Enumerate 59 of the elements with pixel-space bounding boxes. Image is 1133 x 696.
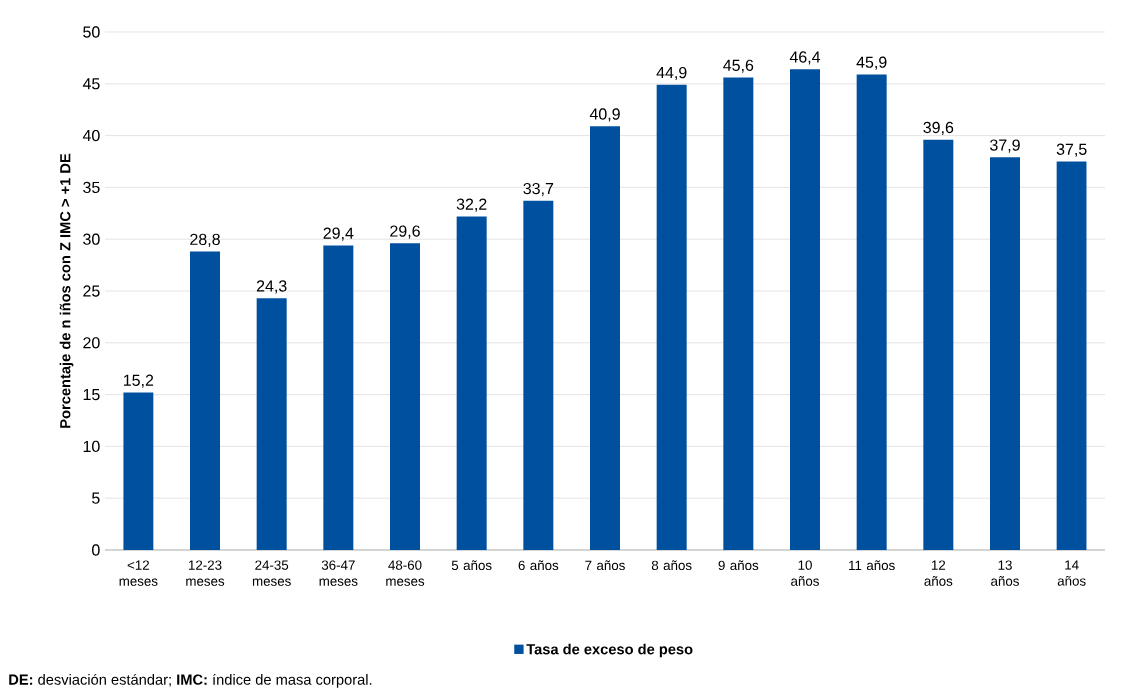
- data-label: 33,7: [523, 182, 554, 197]
- bar: [323, 245, 354, 550]
- bar: [990, 157, 1020, 550]
- data-label: 45,9: [856, 56, 887, 70]
- y-tick-label: 30: [83, 233, 100, 245]
- x-tick-label: 13 años: [991, 560, 1019, 586]
- bar: [923, 139, 954, 550]
- data-label: 46,4: [789, 51, 821, 65]
- y-tick-label: 5: [92, 492, 100, 504]
- data-label: 24,3: [256, 280, 287, 294]
- bar: [656, 84, 687, 550]
- bar: [190, 251, 221, 550]
- bar: [523, 200, 554, 550]
- x-tick-label: 7 años: [585, 560, 625, 571]
- bar: [723, 77, 754, 550]
- data-label: 28,8: [190, 233, 220, 247]
- x-tick-label: 8 años: [651, 560, 692, 571]
- data-label: 32,2: [456, 198, 487, 212]
- x-tick-label: 48-60 meses: [386, 560, 425, 586]
- x-tick-label: 12-23 meses: [186, 560, 225, 586]
- data-label: 37,5: [1056, 143, 1087, 157]
- data-label: 40,9: [589, 108, 620, 122]
- y-tick-label: 45: [82, 78, 100, 90]
- bar: [1056, 161, 1087, 550]
- bar: [856, 74, 887, 550]
- bar: [456, 216, 487, 550]
- bar: [790, 69, 820, 550]
- y-tick-label: 50: [83, 26, 100, 38]
- bar: [256, 298, 287, 550]
- x-tick-label: <12 meses: [119, 560, 158, 586]
- data-label: 44,9: [656, 66, 687, 81]
- data-label: 29,4: [323, 227, 354, 241]
- bar: [390, 243, 421, 550]
- y-tick-label: 25: [83, 285, 100, 297]
- y-tick-label: 40: [82, 129, 100, 142]
- y-tick-label: 15: [83, 389, 100, 401]
- data-label: 15,2: [123, 374, 154, 388]
- bar: [123, 392, 154, 550]
- legend-label: Tasa de exceso de peso: [526, 643, 693, 658]
- y-tick-label: 0: [92, 544, 100, 556]
- y-tick-label: 35: [83, 181, 100, 194]
- data-label: 45,6: [723, 59, 754, 73]
- x-tick-label: 36-47 meses: [319, 560, 358, 586]
- x-tick-label: 24-35 meses: [252, 560, 291, 586]
- bar: [590, 126, 620, 550]
- y-axis-title: Porcentaje de n iños con Z IMC > +1 DE: [59, 153, 74, 428]
- data-label: 37,9: [990, 139, 1020, 153]
- x-tick-label: 12 años: [924, 560, 953, 586]
- data-label: 39,6: [923, 121, 954, 136]
- x-tick-label: 6 años: [518, 560, 559, 571]
- data-label: 29,6: [390, 225, 420, 239]
- y-tick-label: 10: [83, 440, 100, 453]
- x-tick-label: 9 años: [718, 560, 759, 571]
- x-tick-label: 14 años: [1057, 560, 1086, 586]
- x-tick-label: 11 años: [849, 560, 895, 571]
- x-tick-label: 10 años: [791, 560, 819, 586]
- y-tick-label: 20: [83, 337, 100, 349]
- text: DE: desviación estándar; IMC: índice de masa corporal.: [9, 673, 372, 688]
- x-tick-label: 5 años: [451, 560, 492, 571]
